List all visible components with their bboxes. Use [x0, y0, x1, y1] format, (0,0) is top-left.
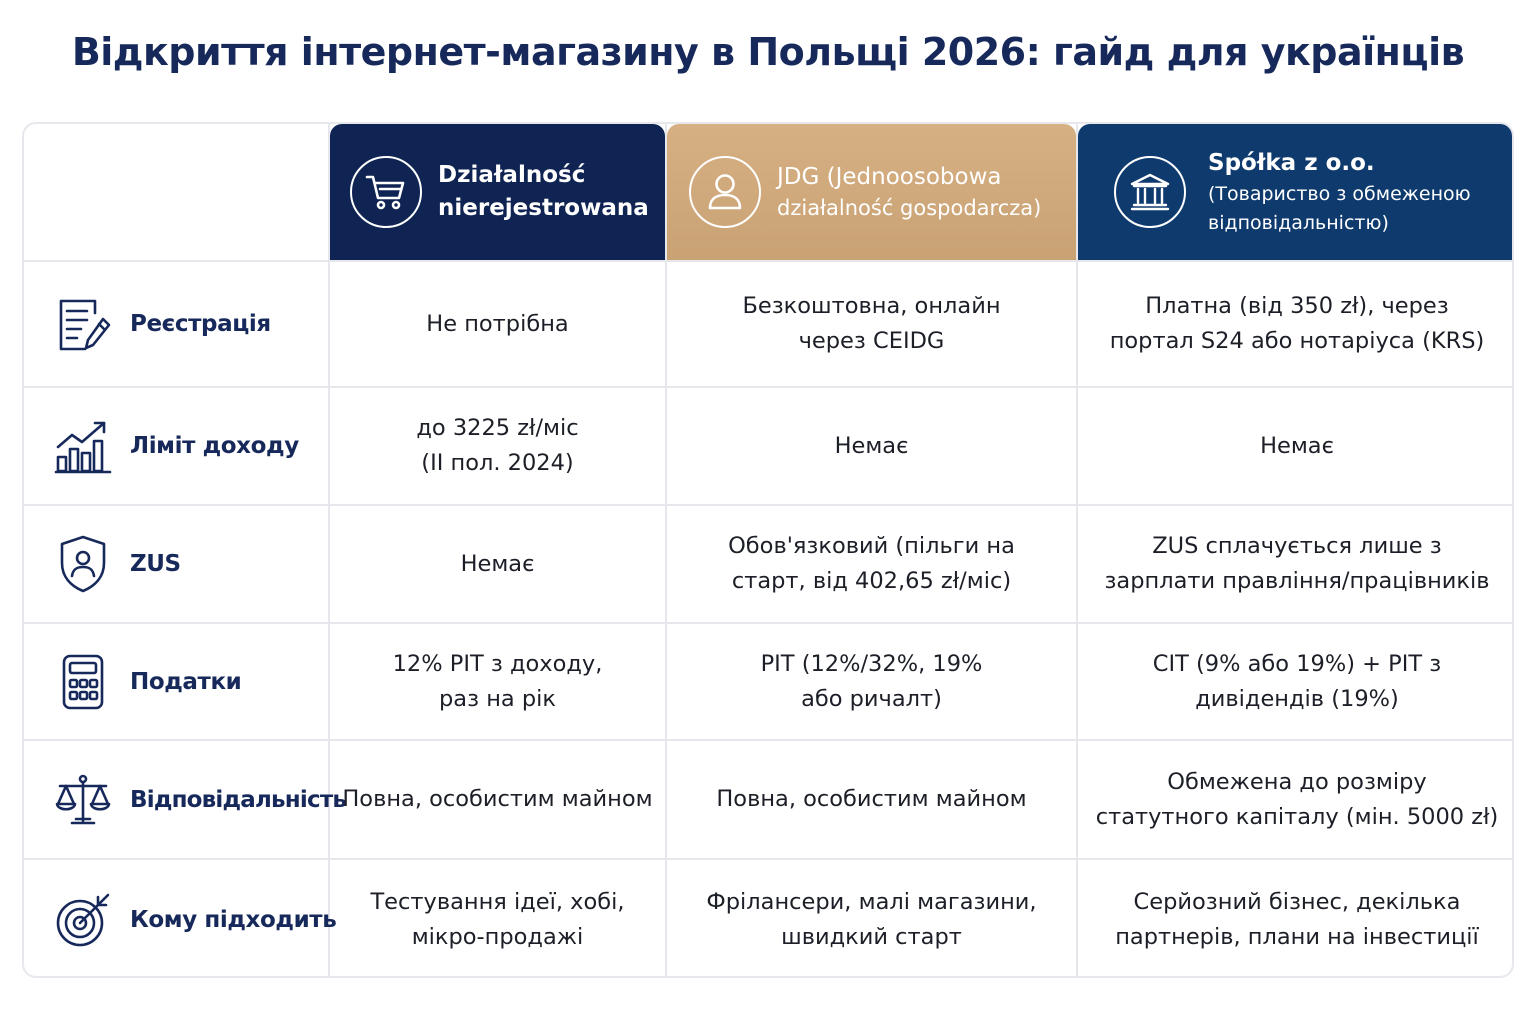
cell-line: CIT (9% або 19%) + PIT з [1152, 650, 1442, 677]
cell-line: Безкоштовна, онлайн [742, 293, 1001, 319]
column-title-line: Działalność [438, 162, 586, 188]
cell-line: старт, від 402,65 zł/міс) [731, 568, 1012, 594]
cell-line: або ричалт) [801, 685, 942, 712]
comparison-table: Działalność nierejestrowana JDG (Jednoos… [22, 122, 1514, 978]
row-label-text: Кому підходить [130, 907, 337, 933]
grid-divider [665, 124, 667, 976]
column-header-nierejestrowana: Działalność nierejestrowana [330, 124, 665, 260]
column-subtitle-line: działalność gospodarcza) [777, 196, 1042, 220]
grid-divider [24, 504, 1512, 506]
cell-line: Не потрібна [426, 310, 569, 337]
grid-divider [24, 622, 1512, 624]
grid-divider [24, 858, 1512, 860]
table-cell: PIT (12%/32%, 19% або ричалт) [667, 624, 1076, 739]
grid-divider [24, 739, 1512, 741]
page-title: Відкриття інтернет-магазину в Польщі 202… [71, 30, 1465, 74]
person-icon [689, 156, 761, 228]
grid-divider [24, 260, 1512, 262]
column-title-line: Spółka z o.o. [1208, 149, 1375, 176]
shopping-cart-icon [350, 156, 422, 228]
table-cell: Платна (від 350 zł), через портал S24 або… [1078, 262, 1512, 386]
table-cell: до 3225 zł/міс (II пол. 2024) [330, 388, 665, 504]
column-title-line: nierejestrowana [438, 195, 649, 221]
cell-line: ZUS сплачується лише з [1152, 533, 1442, 559]
table-cell: Повна, особистим майном [330, 741, 665, 858]
table-cell: Тестування ідеї, хобі, мікро-продажі [330, 860, 665, 976]
table-cell: Немає [1078, 388, 1512, 504]
cell-line: Повна, особистим майном [716, 786, 1027, 812]
cell-line: 12% PIT з доходу, [392, 650, 603, 677]
target-arrow-icon [54, 889, 112, 951]
table-cell: Обов'язковий (пільги на старт, від 402,65… [667, 506, 1076, 622]
cell-line: статутного капіталу (мін. 5000 zł) [1095, 803, 1499, 830]
cell-line: Платна (від 350 zł), через [1145, 293, 1449, 319]
row-label-text: ZUS [130, 551, 181, 577]
cell-line: портал S24 або нотаріуса (KRS) [1109, 328, 1485, 354]
table-cell: Безкоштовна, онлайн через CEIDG [667, 262, 1076, 386]
column-subtitle-line: (Товариство з обмеженою [1208, 182, 1471, 205]
row-label-taxes: Податки [24, 624, 328, 739]
cell-line: швидкий старт [781, 924, 962, 950]
cell-line: Немає [460, 550, 535, 577]
cell-line: Обмежена до розміру [1167, 768, 1427, 795]
table-cell: Обмежена до розміру статутного капіталу (… [1078, 741, 1512, 858]
document-pen-icon [54, 293, 112, 355]
cell-line: PIT (12%/32%, 19% [760, 650, 983, 677]
cell-line: Тестування ідеї, хобі, [370, 889, 625, 915]
row-label-text: Ліміт доходу [130, 433, 299, 459]
row-label-registration: Реєстрація [24, 262, 328, 386]
cell-line: Серйозний бізнес, декілька [1133, 889, 1461, 915]
column-header-spolka: Spółka z o.o. (Товариство з обмеженою ві… [1078, 124, 1512, 260]
table-cell: Немає [667, 388, 1076, 504]
row-label-text: Відповідальність [130, 786, 347, 813]
row-label-text: Податки [130, 668, 242, 695]
grid-divider [24, 386, 1512, 388]
row-label-suitable-for: Кому підходить [24, 860, 337, 976]
row-label-zus: ZUS [24, 506, 328, 622]
grid-divider [328, 124, 330, 976]
column-header-jdg: JDG (Jednoosobowa działalność gospodarcz… [667, 124, 1076, 260]
table-cell: Не потрібна [330, 262, 665, 386]
row-label-text: Реєстрація [130, 311, 271, 337]
calculator-icon [54, 651, 112, 713]
cell-line: Немає [1260, 432, 1334, 459]
bank-building-icon [1114, 156, 1186, 228]
cell-line: Фрілансери, малі магазини, [706, 889, 1037, 915]
table-cell: Повна, особистим майном [667, 741, 1076, 858]
cell-line: дивідендів (19%) [1195, 685, 1399, 712]
cell-line: мікро-продажі [411, 924, 584, 950]
table-cell: 12% PIT з доходу, раз на рік [330, 624, 665, 739]
growth-chart-icon [54, 415, 112, 477]
table-cell: Серйозний бізнес, декілька партнерів, пла… [1078, 860, 1512, 976]
column-subtitle-line: відповідальністю) [1208, 211, 1389, 234]
table-cell: Фрілансери, малі магазини, швидкий старт [667, 860, 1076, 976]
column-title-line: JDG (Jednoosobowa [777, 164, 1002, 190]
table-cell: Немає [330, 506, 665, 622]
cell-line: Немає [834, 432, 909, 459]
row-label-liability: Відповідальність [24, 741, 347, 858]
row-label-income-limit: Ліміт доходу [24, 388, 328, 504]
cell-line: через CEIDG [798, 328, 945, 354]
cell-line: партнерів, плани на інвестиції [1115, 924, 1479, 950]
cell-line: (II пол. 2024) [421, 450, 574, 476]
scales-icon [54, 769, 112, 831]
header-empty-corner [24, 124, 328, 260]
cell-line: Повна, особистим майном [342, 786, 653, 812]
cell-line: зарплати правління/працівників [1104, 568, 1490, 594]
cell-line: раз на рік [439, 685, 556, 712]
cell-line: Обов'язковий (пільги на [728, 533, 1015, 559]
table-cell: CIT (9% або 19%) + PIT з дивідендів (19%) [1078, 624, 1512, 739]
table-cell: ZUS сплачується лише з зарплати правління… [1078, 506, 1512, 622]
grid-divider [1076, 124, 1078, 976]
cell-line: до 3225 zł/міс [416, 415, 579, 441]
shield-person-icon [54, 533, 112, 595]
